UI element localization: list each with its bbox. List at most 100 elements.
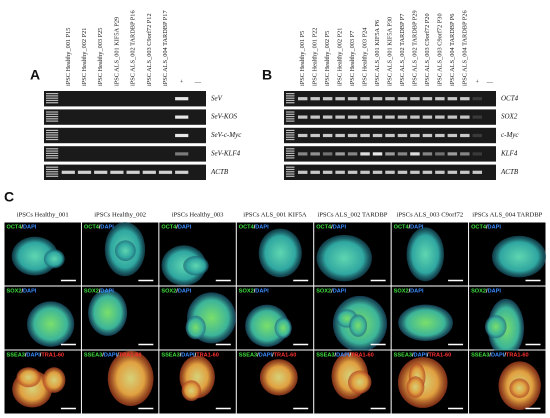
ladder-band: [286, 134, 295, 136]
stain-label: SOX2/DAPI: [161, 289, 191, 295]
gel-band: [472, 152, 483, 156]
ladder-band: [46, 129, 59, 131]
row-label: c-Myc: [501, 131, 519, 139]
gel-band: [460, 152, 470, 156]
ladder-band: [286, 150, 295, 152]
stain-part: DAPI: [410, 225, 424, 231]
stain-part: /: [40, 353, 42, 359]
colony: [185, 315, 206, 340]
gel-band: [460, 133, 470, 138]
stain-part: /: [117, 353, 119, 359]
ladder-band: [46, 171, 59, 173]
stain-part: /: [272, 353, 274, 359]
colony: [245, 304, 289, 347]
gel-band: [372, 170, 383, 174]
ladder-band: [46, 138, 59, 141]
stain-part: DAPI: [181, 353, 195, 359]
colony: [114, 240, 136, 262]
stain-part: SOX2: [84, 289, 99, 295]
gel-band: [410, 170, 420, 174]
gel-band: [435, 152, 445, 156]
stain-part: /: [412, 353, 414, 359]
gel-band: [175, 170, 189, 174]
colony: [27, 301, 75, 347]
stain-part: TRA1-60: [428, 353, 451, 359]
ladder-band: [46, 118, 59, 120]
stain-label: SSEA3/DAPI/TRA1-60: [7, 353, 65, 359]
gel-band: [347, 170, 358, 174]
lane-label: iPSC Healthy_002 P5: [324, 31, 331, 86]
row-label: SeV-KOS: [211, 113, 238, 121]
colony: [484, 314, 507, 339]
lane-label: iPSC ALS_004 TARDBP P17: [162, 10, 169, 86]
stain-label: SSEA3/DAPI/TRA1-60: [471, 353, 529, 359]
lane-label: iPSC ALS_002 TARDBP P16: [130, 10, 137, 86]
ladder-band: [286, 173, 295, 175]
gel-band: [310, 152, 320, 156]
stain-part: OCT4: [316, 225, 332, 231]
lane-label: iPSC ALS_001 KIF5A P30: [386, 17, 393, 86]
ladder-band: [286, 155, 295, 157]
stain-part: DAPI: [178, 225, 192, 231]
gel-band: [397, 152, 408, 156]
ladder-band: [46, 136, 59, 138]
stain-part: /: [176, 225, 178, 231]
ladder-band: [286, 175, 295, 177]
stain-part: /: [489, 353, 491, 359]
gel-band: [347, 133, 358, 138]
colony: [274, 317, 292, 339]
gel-band: [322, 133, 333, 138]
gel-band: [310, 97, 320, 101]
stain-part: DAPI: [26, 353, 40, 359]
ladder-band: [286, 93, 295, 95]
stain-part: /: [504, 353, 506, 359]
gel-band: [126, 170, 140, 174]
stain-part: /: [331, 225, 333, 231]
gel-band: [447, 115, 458, 119]
gel-band: [422, 133, 433, 138]
ladder-band: [286, 97, 295, 99]
colony: [316, 234, 372, 282]
stain-part: DAPI: [100, 225, 114, 231]
lane-label: iPSC Healthy_001 P15: [65, 28, 72, 86]
gel-band: [175, 133, 189, 138]
ladder-band: [46, 152, 59, 154]
colony: [88, 289, 128, 336]
stain-part: /: [99, 289, 101, 295]
lane-label: +: [476, 78, 480, 85]
stain-part: DAPI: [491, 353, 505, 359]
row-label: SeV-KLF4: [211, 150, 241, 158]
stain-part: /: [254, 225, 256, 231]
stain-part: OCT4: [7, 225, 23, 231]
stain-part: DAPI: [259, 353, 273, 359]
stain-part: /: [331, 289, 333, 295]
gel-band: [94, 170, 108, 174]
stain-part: /: [486, 289, 488, 295]
lane-label: —: [194, 78, 202, 85]
stain-label: SOX2/DAPI: [471, 289, 501, 295]
gel-band: [347, 97, 358, 101]
row-label: ACTB: [500, 168, 519, 176]
panel-label: A: [30, 67, 40, 83]
gel-band: [297, 133, 308, 138]
colony: [259, 359, 298, 396]
stain-part: SSEA3: [316, 353, 334, 359]
column-header: iPSCs ALS_003 C9orf72: [397, 212, 464, 219]
stain-label: OCT4/DAPI: [316, 225, 346, 231]
gel-band: [447, 97, 458, 101]
gel-band: [472, 133, 483, 138]
ladder-band: [286, 113, 295, 115]
stain-part: SOX2: [239, 289, 254, 295]
gel-band: [297, 115, 308, 119]
stain-part: SOX2: [394, 289, 409, 295]
lane-label: iPSC Healthy_001 P22: [312, 28, 319, 86]
gel-band: [322, 170, 333, 174]
gel-band: [385, 152, 395, 156]
stain-part: /: [257, 353, 259, 359]
ladder-band: [46, 134, 59, 136]
ladder-band: [46, 173, 59, 175]
gel-band: [385, 133, 395, 138]
gel-band: [372, 97, 383, 101]
gel-strip: [44, 109, 206, 125]
gel-band: [422, 97, 433, 101]
